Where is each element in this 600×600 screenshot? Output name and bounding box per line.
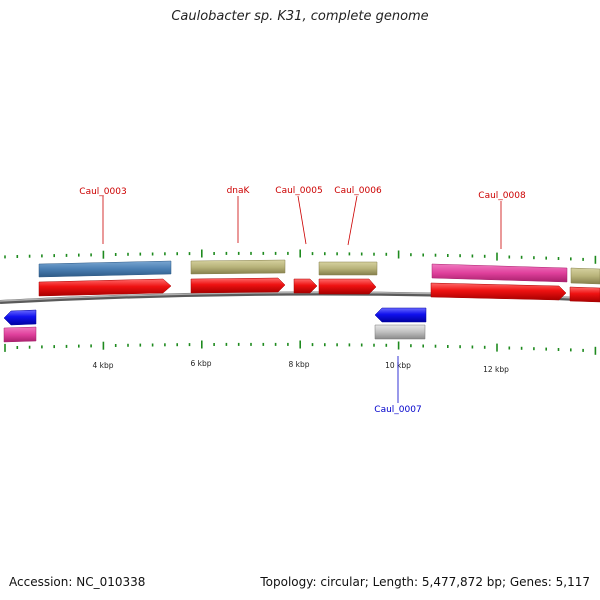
scale-labels: 4 kbp 6 kbp 8 kbp 10 kbp 12 kbp: [92, 359, 509, 374]
scale-label: 8 kbp: [288, 360, 309, 369]
cds-arrow-caul-0006[interactable]: [318, 278, 377, 295]
cds-arrow-caul-0008[interactable]: [430, 282, 567, 301]
cds-track-forward: [38, 277, 600, 303]
cog-track-forward: [38, 259, 600, 285]
accession-text: Accession: NC_010338: [9, 575, 146, 589]
cog-bar-caul-0007[interactable]: [374, 324, 426, 340]
cds-arrow-left-reverse[interactable]: [3, 309, 37, 326]
cog-bar-partial-right[interactable]: [570, 267, 600, 285]
gene-label-caul-0006[interactable]: Caul_0006: [334, 186, 382, 196]
cog-bar-caul-0003[interactable]: [38, 260, 172, 278]
cds-track-reverse: [3, 307, 427, 326]
leader-caul-0006: [347, 195, 358, 246]
cds-arrow-caul-0005[interactable]: [293, 278, 318, 294]
scale-label: 6 kbp: [190, 359, 211, 368]
cog-track-reverse: [3, 324, 426, 343]
outer-tick-row: [4, 249, 597, 264]
gene-label-caul-0005[interactable]: Caul_0005: [275, 186, 322, 196]
gene-label-dnak[interactable]: dnaK: [227, 186, 251, 196]
cds-arrow-partial-right[interactable]: [569, 286, 600, 303]
topology-summary-text: Topology: circular; Length: 5,477,872 bp…: [260, 575, 590, 589]
gene-label-caul-0003[interactable]: Caul_0003: [79, 187, 126, 197]
gene-labels: Caul_0003 dnaK Caul_0005 Caul_0006 Caul_…: [79, 186, 526, 415]
cds-arrow-caul-0007[interactable]: [374, 307, 427, 323]
cog-bar-caul-0006[interactable]: [318, 261, 378, 276]
leader-caul-0005: [297, 195, 307, 245]
inner-tick-row: [4, 340, 597, 355]
cog-bar-left-reverse[interactable]: [3, 326, 37, 343]
cds-arrow-caul-0003[interactable]: [38, 278, 172, 297]
scale-label: 12 kbp: [483, 365, 509, 374]
label-leaders: [102, 195, 502, 403]
scale-label: 4 kbp: [92, 361, 113, 370]
cog-bar-dnak[interactable]: [190, 259, 286, 275]
cog-bar-caul-0008[interactable]: [431, 263, 568, 283]
cds-arrow-dnak[interactable]: [190, 277, 286, 294]
map-title: Caulobacter sp. K31, complete genome: [171, 9, 429, 24]
gene-label-caul-0008[interactable]: Caul_0008: [478, 191, 526, 201]
gene-label-caul-0007[interactable]: Caul_0007: [374, 405, 421, 415]
